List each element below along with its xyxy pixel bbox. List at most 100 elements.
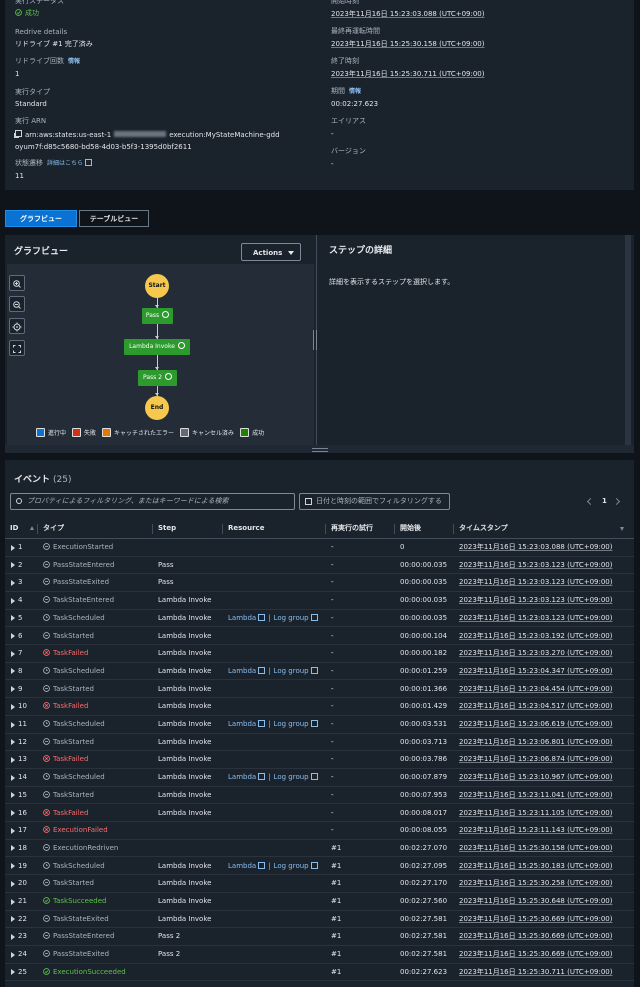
expand-arrow[interactable] xyxy=(11,880,15,887)
event-type: TaskScheduled xyxy=(43,862,105,871)
expand-arrow[interactable] xyxy=(11,650,15,657)
expand-arrow[interactable] xyxy=(11,845,15,852)
event-id: 22 xyxy=(18,914,27,923)
status-icon xyxy=(43,737,50,745)
page-number[interactable]: 1 xyxy=(602,497,607,505)
column-header[interactable]: タイムスタンプ xyxy=(459,524,508,532)
state-node[interactable]: Lambda Invoke xyxy=(124,339,190,355)
resource-link[interactable]: Lambda xyxy=(228,861,257,870)
expand-arrow[interactable] xyxy=(11,615,15,622)
expand-arrow[interactable] xyxy=(11,933,15,940)
event-attempt: - xyxy=(331,773,334,782)
expand-arrow[interactable] xyxy=(11,756,15,763)
expand-arrow[interactable] xyxy=(11,562,15,569)
info-link[interactable]: 情報 xyxy=(68,58,81,65)
expand-arrow[interactable] xyxy=(11,544,15,551)
event-timestamp: 2023年11月16日 15:23:04.517 (UTC+09:00) xyxy=(459,702,613,711)
tab[interactable]: グラフビュー xyxy=(5,210,77,227)
status-icon xyxy=(43,879,50,887)
expand-arrow[interactable] xyxy=(11,703,15,710)
node-label: Pass xyxy=(145,312,160,319)
node-label: Lambda Invoke xyxy=(129,343,175,350)
date-filter-button[interactable]: 日付と時刻の範囲でフィルタリングする xyxy=(299,493,450,510)
actions-button[interactable]: Actions xyxy=(241,243,301,261)
state-terminal[interactable]: Start xyxy=(145,274,169,298)
resize-handle[interactable] xyxy=(313,330,317,350)
state-node[interactable]: Pass xyxy=(142,308,173,324)
state-terminal[interactable]: End xyxy=(145,396,169,420)
legend-label: 失敗 xyxy=(84,430,97,437)
event-type: ExecutionFailed xyxy=(43,826,108,835)
expand-arrow[interactable] xyxy=(11,810,15,816)
tab[interactable]: テーブルビュー xyxy=(79,210,149,227)
row-line xyxy=(5,767,634,769)
expand-arrow[interactable] xyxy=(11,774,15,781)
expand-arrow[interactable] xyxy=(11,863,15,870)
event-step: Lambda Invoke xyxy=(158,631,212,640)
event-timestamp: 2023年11月16日 15:23:03.123 (UTC+09:00) xyxy=(459,613,613,622)
expand-arrow[interactable] xyxy=(11,668,15,675)
expand-arrow[interactable] xyxy=(11,792,15,799)
external-icon xyxy=(310,613,318,621)
event-attempt: - xyxy=(331,666,334,675)
expand-arrow[interactable] xyxy=(11,686,15,693)
column-header[interactable]: タイプ xyxy=(43,524,64,532)
status-text: 成功 xyxy=(25,9,39,17)
field-label: リドライブ回数 情報 xyxy=(15,57,80,66)
event-resource: Lambda | Log group xyxy=(228,720,318,729)
expand-arrow[interactable] xyxy=(11,633,15,639)
event-resource: Lambda | Log group xyxy=(228,773,318,782)
zoom-control[interactable] xyxy=(9,340,25,356)
event-attempt: - xyxy=(331,684,334,693)
expand-arrow[interactable] xyxy=(11,597,15,604)
resource-link[interactable]: Lambda xyxy=(228,613,257,622)
column-header[interactable]: 再実行の試行 xyxy=(331,524,373,532)
expand-arrow[interactable] xyxy=(11,721,15,728)
info-link[interactable]: 情報 xyxy=(349,88,362,95)
resource-link[interactable]: Log group xyxy=(273,613,309,622)
zoom-control[interactable] xyxy=(9,318,25,334)
resource-link[interactable]: Log group xyxy=(273,666,309,675)
copy-icon[interactable] xyxy=(15,130,22,137)
event-attempt: - xyxy=(331,543,334,551)
expand-arrow[interactable] xyxy=(11,916,15,923)
column-header[interactable]: Resource xyxy=(228,524,265,532)
zoom-control[interactable] xyxy=(9,275,25,291)
column-header[interactable]: Step xyxy=(158,524,177,532)
resource-link[interactable]: Lambda xyxy=(228,720,257,728)
expand-arrow[interactable] xyxy=(11,739,15,746)
event-id: 3 xyxy=(18,578,23,587)
event-id: 21 xyxy=(18,897,27,905)
horizontal-splitter[interactable] xyxy=(5,445,634,453)
expand-arrow[interactable] xyxy=(11,951,15,958)
column-header[interactable]: 開始後 xyxy=(400,524,421,532)
column-header[interactable]: ID xyxy=(10,524,19,532)
type-text: ExecutionStarted xyxy=(53,543,114,551)
expand-arrow[interactable] xyxy=(11,827,15,834)
search-box[interactable]: プロパティによるフィルタリング、またはキーワードによる検索 xyxy=(10,493,295,510)
resource-link[interactable]: Lambda xyxy=(228,773,257,782)
event-step: Lambda Invoke xyxy=(158,737,212,746)
event-attempt: - xyxy=(331,560,334,569)
event-elapsed: 00:00:00.035 xyxy=(400,560,448,569)
expand-arrow[interactable] xyxy=(11,579,15,586)
legend-label: 成功 xyxy=(252,430,265,437)
zoom-control[interactable] xyxy=(9,296,25,312)
resource-link[interactable]: Log group xyxy=(273,773,309,782)
status-icon xyxy=(43,702,50,710)
state-node[interactable]: Pass 2 xyxy=(138,370,177,386)
expand-arrow[interactable] xyxy=(11,969,15,976)
event-elapsed: 00:02:27.560 xyxy=(400,897,448,905)
learn-more-link[interactable]: 詳細はこちら xyxy=(47,160,84,167)
status-value: 成功 xyxy=(15,9,39,18)
resource-link[interactable]: Lambda xyxy=(228,666,257,675)
row-line xyxy=(5,732,634,734)
expand-arrow[interactable] xyxy=(11,898,15,905)
resource-link[interactable]: Log group xyxy=(273,720,309,728)
calendar-icon xyxy=(305,498,312,505)
external-icon xyxy=(310,720,318,727)
event-elapsed: 00:00:00.182 xyxy=(400,649,448,658)
arrowhead xyxy=(155,305,159,308)
resource-link[interactable]: Log group xyxy=(273,861,309,870)
event-timestamp: 2023年11月16日 15:25:30.158 (UTC+09:00) xyxy=(459,843,613,852)
